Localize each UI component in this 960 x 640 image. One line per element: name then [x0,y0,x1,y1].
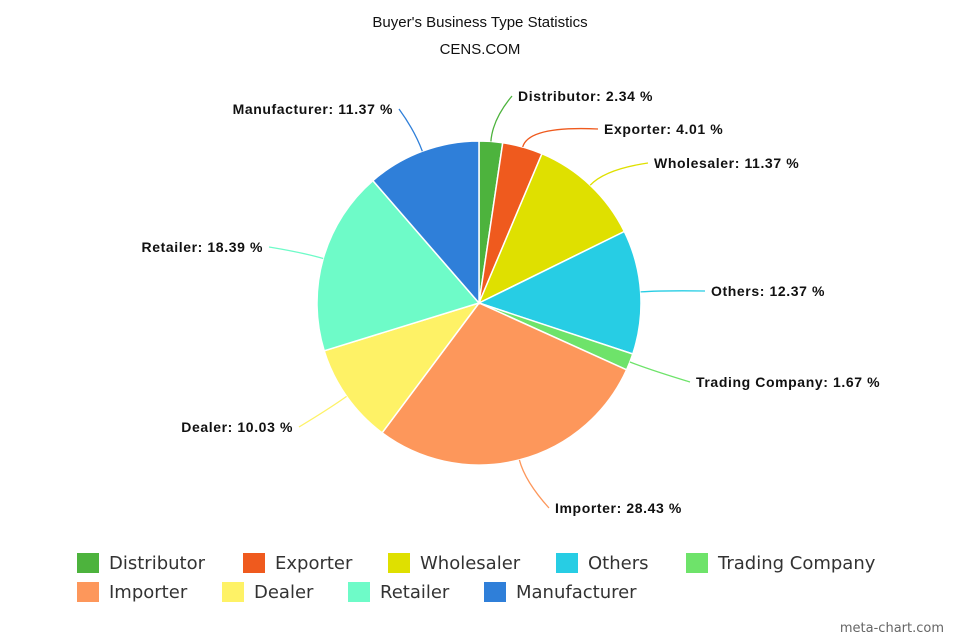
legend-label-exporter: Exporter [275,553,353,574]
legend-swatch-trading-company [686,553,708,573]
legend-label-distributor: Distributor [109,553,206,574]
legend-item-exporter[interactable]: Exporter [243,553,353,574]
pie-slice-wholesaler[interactable] [477,152,626,305]
legend-swatch-others [556,553,578,573]
legend-item-others[interactable]: Others [556,553,649,574]
data-label-others: Others: 12.37 % [711,283,825,299]
legend-item-distributor[interactable]: Distributor [77,553,206,574]
legend-item-retailer[interactable]: Retailer [348,582,450,603]
connector-wholesaler [589,162,649,186]
credit-text: meta-chart.com [840,621,944,636]
legend-swatch-retailer [348,582,370,602]
data-label-retailer: Retailer: 18.39 % [142,239,263,255]
legend-swatch-exporter [243,553,265,573]
data-label-importer: Importer: 28.43 % [555,500,682,516]
legend-swatch-manufacturer [484,582,506,602]
legend-label-retailer: Retailer [380,582,450,603]
legend-label-dealer: Dealer [254,582,314,603]
pie-slice-retailer[interactable] [316,179,481,352]
connector-distributor [490,95,513,142]
data-label-distributor: Distributor: 2.34 % [518,88,653,104]
legend-swatch-importer [77,582,99,602]
legend-label-manufacturer: Manufacturer [516,582,637,603]
connector-retailer [268,246,324,260]
data-label-wholesaler: Wholesaler: 11.37 % [654,155,799,171]
connector-exporter [522,127,599,148]
connector-others [640,290,706,293]
data-label-manufacturer: Manufacturer: 11.37 % [233,101,393,117]
legend-item-dealer[interactable]: Dealer [222,582,314,603]
chart-subtitle: CENS.COM [440,41,521,58]
connector-importer [518,459,550,509]
legend-label-trading-company: Trading Company [717,553,876,574]
data-label-dealer: Dealer: 10.03 % [181,419,293,435]
pie-slice-manufacturer[interactable] [371,140,480,306]
chart-title: Buyer's Business Type Statistics [372,14,587,31]
legend-label-wholesaler: Wholesaler [420,553,521,574]
connector-dealer [298,395,347,428]
data-label-exporter: Exporter: 4.01 % [604,121,723,137]
data-label-trading-company: Trading Company: 1.67 % [696,374,880,390]
legend-item-trading-company[interactable]: Trading Company [686,553,876,574]
pie-slice-dealer[interactable] [323,301,481,434]
legend-swatch-distributor [77,553,99,573]
connector-trading-company [629,361,691,383]
legend-swatch-wholesaler [388,553,410,573]
connector-manufacturer [398,108,423,152]
pie-slice-importer[interactable] [381,302,628,466]
legend-item-importer[interactable]: Importer [77,582,188,603]
legend-label-others: Others [588,553,649,574]
legend-item-wholesaler[interactable]: Wholesaler [388,553,521,574]
legend-item-manufacturer[interactable]: Manufacturer [484,582,637,603]
legend-swatch-dealer [222,582,244,602]
legend-label-importer: Importer [109,582,188,603]
